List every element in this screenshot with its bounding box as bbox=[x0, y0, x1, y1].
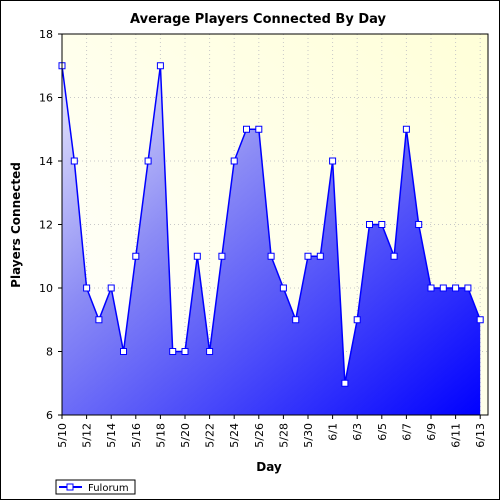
legend-box bbox=[55, 479, 136, 495]
data-point bbox=[181, 348, 189, 355]
data-point bbox=[427, 284, 435, 292]
data-point bbox=[366, 221, 373, 228]
data-point bbox=[83, 284, 91, 292]
data-point bbox=[464, 284, 472, 292]
data-point bbox=[156, 62, 164, 70]
data-point bbox=[95, 316, 103, 324]
data-point bbox=[193, 252, 201, 260]
x-axis-ticks: 5/10 5/12 5/14 5/16 5/18 5/20 5/22 5/24 5/26 5/28… bbox=[56, 415, 487, 448]
y-tick-label: 18 bbox=[39, 28, 53, 41]
data-point bbox=[144, 157, 152, 165]
y-tick-label: 6 bbox=[46, 409, 53, 422]
data-point bbox=[230, 157, 238, 165]
data-point bbox=[452, 284, 460, 292]
x-tick-label: 5/10 bbox=[56, 423, 69, 448]
chart-title: Average Players Connected By Day bbox=[130, 12, 386, 27]
x-tick-label: 5/24 bbox=[228, 423, 241, 448]
x-tick-label: 6/13 bbox=[474, 423, 487, 448]
data-point bbox=[267, 252, 275, 260]
x-tick-label: 5/18 bbox=[154, 423, 167, 448]
data-point bbox=[415, 221, 423, 228]
data-point bbox=[120, 348, 127, 355]
data-point bbox=[378, 221, 386, 228]
data-point bbox=[353, 316, 361, 324]
y-axis-ticks: 6 8 10 12 14 16 18 bbox=[39, 28, 62, 422]
y-axis-title: Players Connected bbox=[9, 162, 23, 288]
legend: Fulorum bbox=[55, 479, 136, 495]
data-point bbox=[243, 125, 250, 133]
x-tick-label: 5/20 bbox=[179, 423, 192, 448]
data-point bbox=[390, 252, 398, 260]
data-point bbox=[70, 157, 78, 165]
y-tick-label: 16 bbox=[39, 92, 53, 105]
x-tick-label: 5/28 bbox=[277, 423, 290, 448]
data-point bbox=[169, 348, 177, 355]
data-point bbox=[329, 157, 337, 165]
y-tick-label: 14 bbox=[39, 155, 53, 168]
x-tick-label: 6/11 bbox=[450, 423, 463, 448]
y-tick-label: 8 bbox=[46, 346, 53, 359]
x-tick-label: 6/9 bbox=[425, 423, 438, 441]
y-tick-label: 10 bbox=[39, 282, 53, 295]
series-markers bbox=[58, 62, 484, 387]
data-point bbox=[107, 284, 115, 292]
x-tick-label: 5/26 bbox=[253, 423, 266, 448]
data-point bbox=[292, 316, 300, 324]
x-tick-label: 5/30 bbox=[302, 423, 315, 448]
data-point bbox=[316, 252, 324, 260]
x-tick-label: 5/14 bbox=[105, 423, 118, 448]
x-tick-label: 5/22 bbox=[204, 423, 217, 448]
x-tick-label: 5/12 bbox=[81, 423, 94, 448]
y-tick-label: 12 bbox=[39, 219, 53, 232]
data-point bbox=[341, 379, 349, 387]
data-point bbox=[206, 348, 214, 355]
data-point bbox=[439, 284, 447, 292]
data-point bbox=[402, 125, 410, 133]
data-point bbox=[304, 252, 312, 260]
x-tick-label: 6/7 bbox=[400, 423, 413, 441]
series-area-fill bbox=[62, 65, 481, 415]
x-tick-label: 6/5 bbox=[376, 423, 389, 441]
x-tick-label: 6/1 bbox=[327, 423, 340, 441]
data-point bbox=[255, 125, 263, 133]
x-tick-label: 6/3 bbox=[351, 423, 364, 441]
legend-label: Fulorum bbox=[88, 483, 129, 494]
legend-marker-swatch bbox=[66, 483, 74, 491]
data-point bbox=[476, 316, 484, 324]
x-tick-label: 5/16 bbox=[130, 423, 143, 448]
data-point bbox=[218, 252, 226, 260]
x-axis-title: Day bbox=[256, 460, 282, 474]
data-point bbox=[279, 284, 287, 292]
data-point bbox=[132, 252, 140, 260]
